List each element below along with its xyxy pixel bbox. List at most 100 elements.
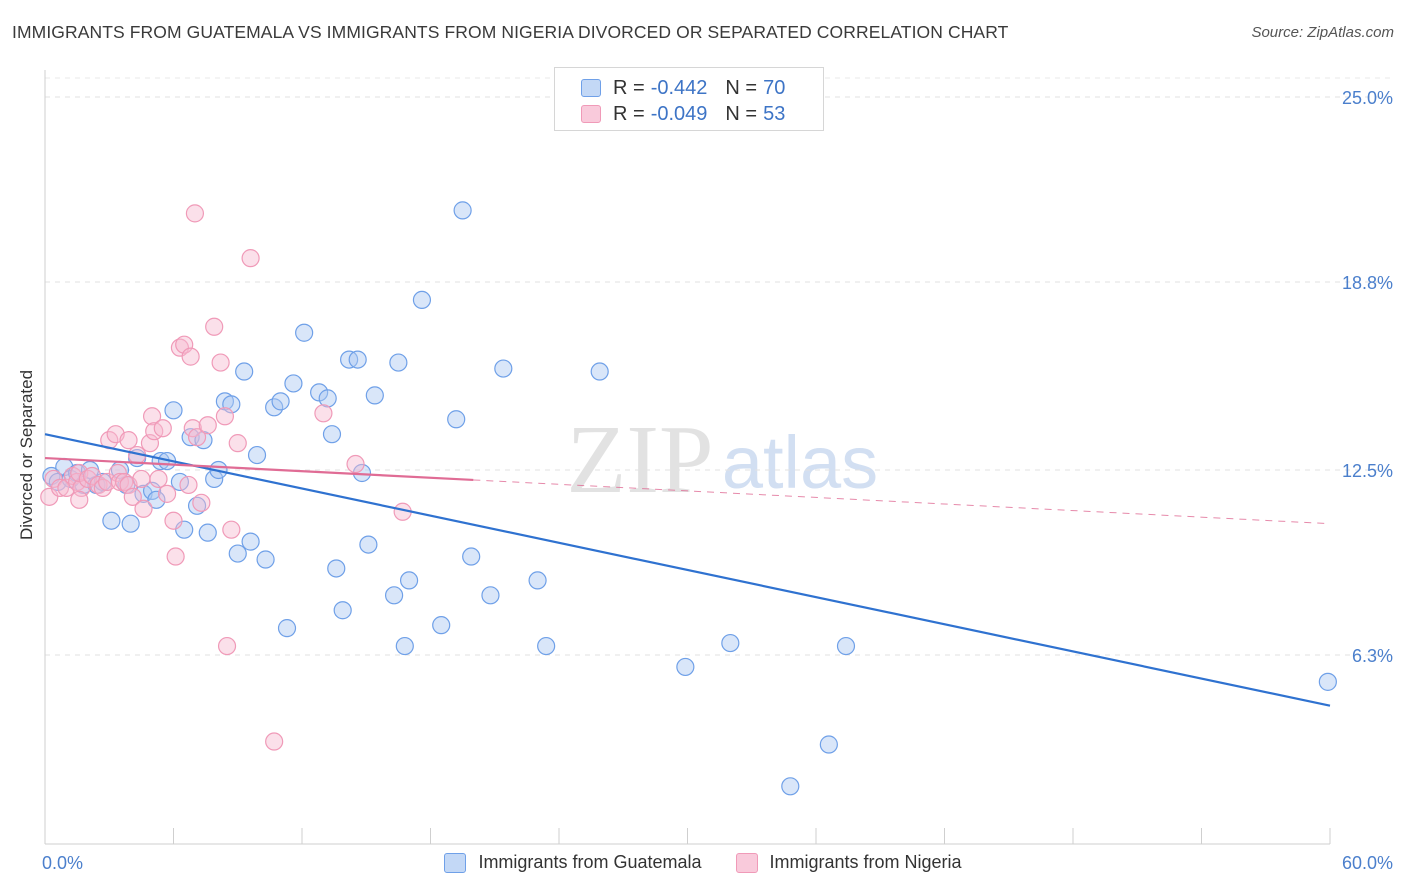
guatemala-point: [389, 353, 408, 372]
nigeria-point: [185, 204, 205, 223]
watermark: ZIP atlas: [567, 406, 879, 514]
guatemala-point: [399, 571, 419, 590]
axes: [44, 70, 1331, 845]
guatemala-point: [147, 490, 166, 509]
guatemala-point: [721, 633, 740, 653]
legend-row-nigeria: R = -0.049 N = 53: [581, 102, 785, 126]
r-value: -0.442: [650, 76, 708, 99]
correlation-legend: R = -0.442 N = 70 R = -0.049 N = 53: [554, 67, 824, 131]
nigeria-point: [142, 407, 162, 426]
nigeria-point: [241, 249, 260, 268]
guatemala-point: [284, 374, 303, 393]
nigeria-trend-line: [44, 456, 474, 482]
legend-item-guatemala: Immigrants from Guatemala: [444, 852, 702, 873]
guatemala-point: [528, 571, 547, 590]
guatemala-trend-line: [44, 433, 1331, 707]
guatemala-point: [481, 586, 500, 605]
nigeria-point: [132, 469, 151, 489]
nigeria-point: [192, 493, 211, 512]
watermark-atlas: atlas: [722, 421, 878, 504]
nigeria-point: [222, 520, 241, 539]
guatemala-point: [256, 550, 275, 569]
source-credit: Source: ZipAtlas.com: [1251, 24, 1394, 41]
guatemala-point: [102, 511, 121, 530]
nigeria-point: [119, 431, 138, 450]
guatemala-point: [384, 586, 404, 605]
guatemala-point: [318, 389, 337, 408]
nigeria-swatch: [581, 105, 601, 123]
nigeria-point: [134, 499, 153, 518]
guatemala-point: [164, 401, 183, 420]
nigeria-point: [123, 487, 142, 506]
nigeria-point: [265, 732, 284, 751]
x-tick-label: 0.0%: [42, 853, 83, 873]
r-value: -0.049: [650, 102, 708, 125]
guatemala-point: [235, 362, 254, 381]
guatemala-point: [365, 386, 384, 405]
nigeria-point: [211, 353, 230, 372]
guatemala-point: [198, 523, 217, 542]
legend-label-nigeria: Immigrants from Nigeria: [769, 852, 962, 872]
series-legend: Immigrants from Guatemala Immigrants fro…: [0, 852, 1406, 873]
nigeria-point: [149, 469, 168, 489]
guatemala-point: [228, 544, 247, 563]
legend-label-guatemala: Immigrants from Guatemala: [478, 852, 702, 872]
guatemala-legend-swatch: [444, 852, 467, 873]
guatemala-point: [271, 392, 290, 411]
trend-lines: [44, 433, 1331, 707]
guatemala-point: [781, 777, 800, 796]
legend-row-guatemala: R = -0.442 N = 70: [581, 76, 785, 100]
guatemala-point: [359, 535, 378, 554]
y-tick-label: 12.5%: [1342, 461, 1393, 481]
guatemala-point: [327, 559, 346, 578]
guatemala-point: [432, 616, 451, 635]
n-value: 53: [763, 102, 786, 125]
guatemala-point: [590, 362, 609, 381]
r-label: R =: [613, 76, 645, 99]
nigeria-point: [164, 511, 183, 530]
nigeria-point: [157, 484, 177, 503]
nigeria-point: [153, 419, 172, 438]
nigeria-point: [140, 434, 160, 453]
guatemala-point: [447, 410, 466, 429]
guatemala-point: [494, 359, 513, 378]
guatemala-point: [819, 735, 838, 754]
guatemala-point: [412, 290, 432, 310]
tick-labels: 25.0% 18.8% 12.5% 6.3% 0.0% 60.0%: [42, 88, 1393, 873]
y-tick-label: 6.3%: [1352, 646, 1393, 666]
guatemala-point: [453, 201, 472, 220]
guatemala-point: [333, 601, 352, 620]
nigeria-point: [215, 407, 234, 426]
nigeria-point: [205, 317, 224, 336]
guatemala-point: [537, 636, 556, 656]
guatemala-point: [836, 636, 856, 656]
nigeria-point: [228, 434, 247, 453]
n-label: N =: [725, 76, 758, 99]
y-tick-label: 18.8%: [1342, 273, 1393, 293]
nigeria-point: [187, 428, 207, 447]
r-label: R =: [613, 102, 645, 125]
guatemala-point: [1318, 672, 1337, 691]
n-label: N =: [725, 102, 758, 125]
nigeria-point: [314, 404, 333, 423]
nigeria-point: [217, 636, 237, 656]
legend-item-nigeria: Immigrants from Nigeria: [735, 852, 962, 873]
guatemala-point: [241, 532, 260, 551]
guatemala-point: [348, 350, 367, 369]
guatemala-point: [395, 636, 414, 656]
x-tick-label: 60.0%: [1342, 853, 1393, 873]
nigeria-point: [183, 419, 202, 438]
nigeria-point: [181, 347, 200, 366]
guatemala-point: [322, 425, 342, 444]
nigeria-legend-swatch: [735, 852, 758, 873]
nigeria-point: [198, 416, 217, 435]
nigeria-point: [166, 547, 185, 566]
guatemala-swatch: [581, 79, 601, 97]
nigeria-point: [179, 475, 198, 495]
guatemala-point: [295, 323, 314, 342]
y-tick-label: 25.0%: [1342, 88, 1393, 108]
guatemala-point: [121, 514, 140, 533]
chart-title: IMMIGRANTS FROM GUATEMALA VS IMMIGRANTS …: [12, 22, 1009, 42]
guatemala-point: [277, 619, 297, 638]
